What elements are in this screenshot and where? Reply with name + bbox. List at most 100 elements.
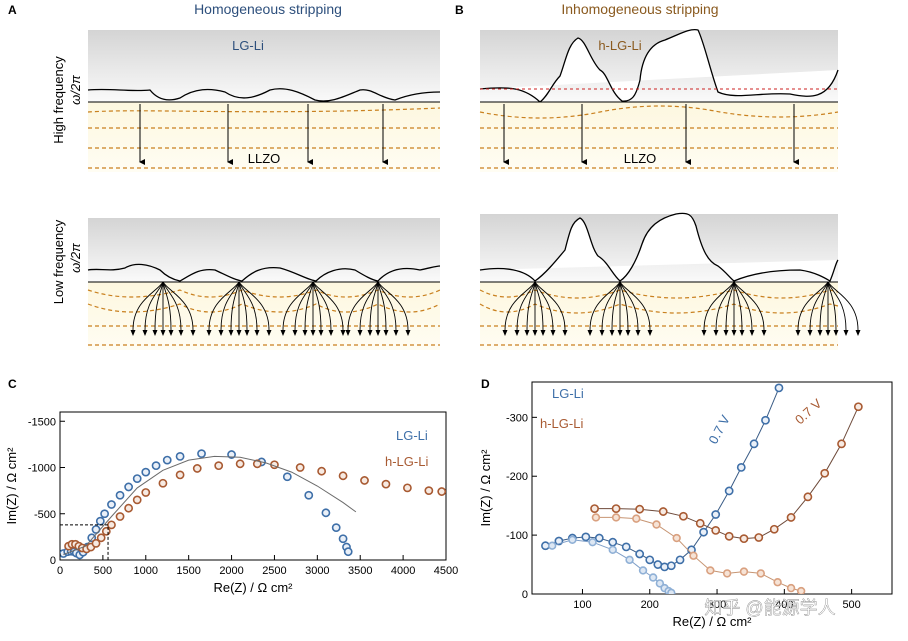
data-point [568,535,577,545]
data-point [588,537,597,547]
current-line [312,281,322,331]
panel-c-letter: C [8,377,17,391]
zoom-inset-box [59,524,109,561]
arrow-head [280,330,286,336]
y-axis-label: Im(Z) / Ω cm² [478,449,493,527]
panel-b-low-schematic [479,212,861,350]
data-point [115,490,125,500]
arrow-head [160,330,166,336]
y-tick-label: -500 [34,509,56,521]
panel-a: A Homogeneous stripping LG-Li LLZO [8,1,441,350]
data-point [132,474,142,483]
current-line [162,281,194,331]
data-point [141,488,151,497]
data-point [675,555,685,565]
current-line [162,281,182,331]
data-point [672,533,681,543]
legend-entry: h-LG-Li [385,454,428,469]
high-frequency-label: High frequency [51,56,66,144]
panel-b-letter: B [455,3,464,17]
data-point [699,527,708,537]
x-tick-label: 500 [94,565,112,577]
x-tick-label: 1000 [134,565,158,577]
arrow-head [532,330,538,336]
data-point [87,533,97,543]
data-point [91,538,101,548]
data-point [853,402,863,412]
current-line [377,281,409,331]
current-line [230,281,240,331]
x-tick-label: 1500 [176,565,200,577]
current-line [312,281,344,331]
watermark: 知乎 @能源学人 [704,598,835,618]
arrow-head [190,330,196,336]
arrow-head [701,330,707,336]
data-point [338,534,348,544]
current-line [220,281,240,331]
plot-area [60,449,446,560]
data-point [192,464,202,473]
arrow-head [206,330,212,336]
arrow-head [405,330,411,336]
current-line [377,281,387,331]
data-point [175,451,185,461]
y-tick-label: -200 [506,471,528,483]
current-line [377,281,397,331]
data-point [739,567,749,576]
arrow-head [739,330,745,336]
low-omega-label: ω/2π [68,243,83,273]
data-point [645,555,655,565]
data-point [635,504,645,514]
x-tick-label: 4500 [434,565,458,577]
equipotential-line [479,105,839,119]
arrow-head [328,330,334,336]
current-line [619,281,629,331]
x-tick-label: 3000 [305,565,329,577]
data-point [679,511,688,521]
chart-c: 0 500 1000 1500 2000 2500 3000 3500 4000 4500 0 -50… [4,411,458,595]
data-point [773,578,782,587]
data-point [581,532,591,542]
arrow-head [357,330,363,336]
data-point [632,514,641,523]
llzo-layer [88,102,440,172]
current-line [516,281,536,331]
x-tick-label: 2000 [219,565,243,577]
current-line [208,281,240,331]
arrow-head [514,330,520,336]
x-tick-label: 400 [775,599,793,611]
current-line [827,281,837,331]
voltage-annotation: 0.7 V [705,412,733,446]
y-tick-label: -1500 [28,416,56,428]
arrow-head [375,330,381,336]
arrow-head [142,330,148,336]
panel-b-high-schematic: h-LG-Li LLZO [479,28,839,172]
current-line [589,281,621,331]
current-fan-lines [132,281,409,331]
li-surface-line [479,212,839,282]
data-point [124,503,134,513]
arrow-head [130,330,136,336]
high-omega-label: ω/2π [68,75,83,105]
current-line [619,281,639,331]
data-point [658,507,668,516]
data-point [321,508,331,518]
x-tick-label: 4000 [391,565,415,577]
y-axis-label: Im(Z) / Ω cm² [4,447,19,525]
data-point [594,533,604,543]
current-line [733,281,743,331]
metal-label: LG-Li [232,38,264,53]
data-point [706,566,715,575]
data-point [304,490,314,500]
y-tick-label: -1000 [28,463,56,475]
current-line [534,281,566,331]
data-point [739,534,749,544]
current-arrows [502,330,861,336]
data-point [820,468,830,478]
arrow-head [502,330,508,336]
data-point [786,583,796,593]
data-point [625,555,634,565]
panel-b-title: Inhomogeneous stripping [561,1,718,17]
data-point [635,549,645,559]
